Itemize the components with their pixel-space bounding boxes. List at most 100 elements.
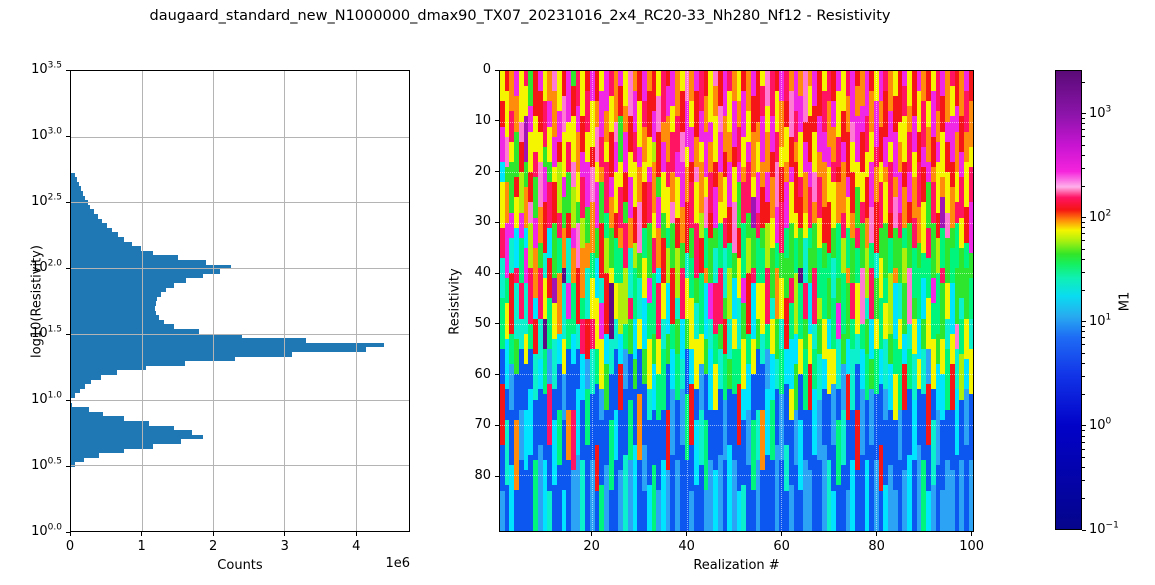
heatmap-xtick: [781, 532, 783, 536]
heatmap-segment: [921, 252, 927, 279]
histogram-bar: [71, 255, 178, 260]
heatmap-segment: [959, 247, 964, 299]
heatmap-segment: [552, 222, 557, 279]
heatmap-segment: [750, 338, 756, 375]
colorbar-minor-tick: [1082, 81, 1085, 83]
heatmap-segment: [845, 71, 851, 97]
heatmap-segment: [646, 303, 652, 339]
heatmap-segment: [509, 141, 515, 162]
heatmap-segment: [708, 71, 714, 122]
heatmap-segment: [798, 374, 803, 420]
heatmap-segment: [698, 141, 704, 162]
heatmap-segment: [646, 338, 652, 390]
heatmap-segment: [523, 161, 529, 188]
heatmap-segment: [921, 146, 927, 168]
heatmap-segment: [878, 182, 884, 228]
colorbar-minor-tick: [1082, 479, 1085, 481]
heatmap-segment: [788, 136, 794, 168]
heatmap-segment: [580, 247, 586, 299]
heatmap-segment: [594, 490, 600, 531]
heatmap-xtick-label: 80: [868, 539, 885, 554]
histogram-bar: [71, 402, 73, 408]
colorbar-tick: [1082, 321, 1086, 323]
heatmap-segment: [826, 146, 832, 168]
heatmap-segment: [836, 419, 841, 486]
heatmap-segment: [547, 258, 553, 299]
heatmap-segment: [713, 409, 718, 471]
heatmap-segment: [911, 71, 917, 117]
heatmap-segment: [888, 71, 893, 112]
histogram-xtick-label: 2: [209, 539, 218, 554]
heatmap-segment: [845, 490, 851, 531]
heatmap-segment: [930, 419, 936, 486]
heatmap-segment: [892, 283, 898, 339]
heatmap-segment: [604, 71, 609, 112]
heatmap-segment: [840, 111, 846, 142]
heatmap-segment: [765, 389, 770, 456]
heatmap-segment: [566, 237, 572, 284]
heatmap-segment: [840, 161, 846, 213]
heatmap-segment: [921, 167, 927, 203]
heatmap-segment: [665, 283, 671, 334]
heatmap-segment: [911, 318, 917, 355]
heatmap-segment: [608, 227, 614, 269]
heatmap-segment: [651, 409, 657, 466]
heatmap-segment: [784, 161, 789, 183]
histogram-ytick-label: 102.5: [31, 193, 62, 210]
heatmap-segment: [746, 409, 751, 466]
heatmap-segment: [954, 172, 960, 203]
heatmap-segment: [627, 116, 633, 152]
heatmap-segment: [689, 384, 695, 446]
histogram-ytick: [66, 267, 70, 269]
heatmap-segment: [949, 187, 955, 228]
heatmap-column: [717, 71, 723, 531]
heatmap-segment: [755, 212, 761, 238]
heatmap-segment: [646, 182, 652, 223]
heatmap-segment: [594, 126, 600, 162]
heatmap-segment: [533, 71, 538, 117]
heatmap-segment: [627, 460, 633, 531]
colorbar-minor-tick: [1082, 337, 1085, 339]
heatmap-segment: [660, 348, 666, 410]
heatmap-gridline: [500, 424, 973, 426]
histogram-ytick-label: 101.5: [31, 325, 62, 342]
heatmap-segment: [902, 227, 908, 248]
heatmap-segment: [940, 374, 946, 420]
heatmap-segment: [883, 485, 889, 531]
heatmap-segment: [731, 460, 737, 531]
heatmap-segment: [542, 146, 548, 168]
heatmap-segment: [656, 71, 661, 97]
colorbar: [1055, 70, 1082, 530]
heatmap-segment: [954, 106, 960, 132]
heatmap-segment: [850, 318, 856, 349]
heatmap-segment: [594, 101, 600, 127]
heatmap-segment: [613, 141, 619, 173]
heatmap-segment: [500, 445, 505, 491]
heatmap-segment: [575, 455, 581, 531]
heatmap-segment: [637, 71, 643, 102]
heatmap-segment: [784, 384, 789, 446]
heatmap-segment: [774, 359, 780, 390]
heatmap-segment: [675, 460, 680, 531]
heatmap-segment: [547, 490, 553, 531]
heatmap-segment: [608, 490, 614, 531]
heatmap-segment: [945, 348, 950, 410]
heatmap-segment: [731, 348, 737, 395]
heatmap-segment: [528, 389, 534, 456]
heatmap-segment: [637, 348, 643, 395]
heatmap-column: [949, 71, 955, 531]
heatmap-column: [760, 71, 766, 531]
heatmap-segment: [907, 131, 912, 173]
heatmap-segment: [821, 318, 827, 360]
heatmap-segment: [642, 161, 647, 183]
heatmap-segment: [807, 283, 813, 334]
heatmap-segment: [930, 222, 936, 279]
heatmap-column: [750, 71, 756, 531]
heatmap-segment: [803, 141, 808, 173]
heatmap-column: [731, 71, 737, 531]
heatmap-segment: [935, 111, 941, 142]
heatmap-segment: [774, 242, 780, 269]
heatmap-segment: [736, 298, 742, 349]
heatmap-segment: [746, 237, 751, 274]
heatmap-segment: [537, 242, 543, 269]
